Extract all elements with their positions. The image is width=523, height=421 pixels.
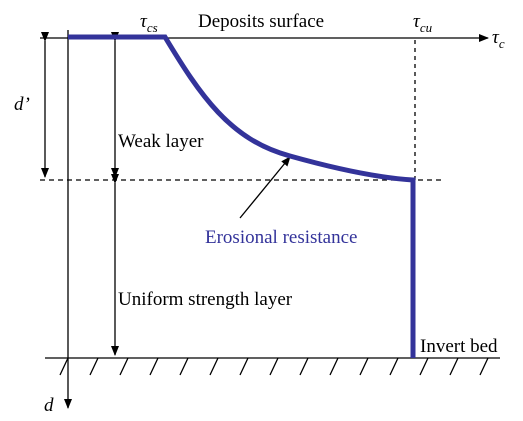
surface-label: Deposits surface [198,11,324,32]
symbol: τ [413,11,421,32]
axes [40,30,500,409]
tau-cs-label: τcs [140,11,158,35]
bed-label: Invert bed [420,336,498,357]
uniform-layer-label: Uniform strength layer [118,289,293,310]
tau-cu-label: τcu [413,11,433,35]
d-prime-label: d’ [14,94,30,115]
symbol: τ [140,11,148,32]
subscript: c [499,36,505,51]
tau-c-label: τc [492,27,505,51]
erosional-resistance-curve [68,34,416,358]
subscript: cu [420,20,433,35]
symbol: τ [492,27,500,48]
curve-label: Erosional resistance [205,227,357,248]
bed-hatching [59,357,489,376]
subscript: cs [147,20,158,35]
weak-layer-label: Weak layer [118,131,204,152]
curve-pointer [239,156,291,219]
d-label: d [44,395,54,416]
